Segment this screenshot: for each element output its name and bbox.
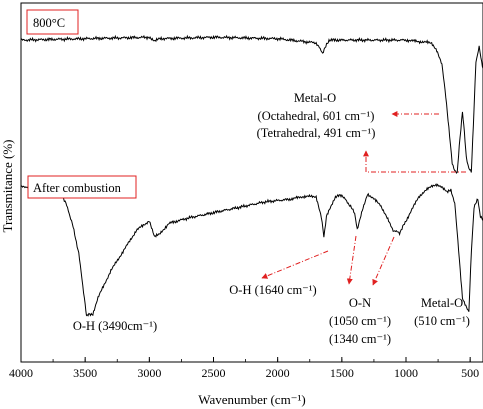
series-label-after-combustion-box bbox=[27, 175, 137, 199]
series-label-after-combustion: After combustion bbox=[27, 175, 137, 199]
annotation-arrows bbox=[261, 111, 466, 286]
arrow-on-1050 bbox=[372, 236, 395, 286]
annotation-on-1050: (1050 cm⁻¹) bbox=[329, 314, 391, 328]
x-ticks bbox=[20, 357, 471, 362]
annotation-oh-3490: O-H (3490cm⁻¹) bbox=[73, 319, 157, 333]
arrow-oh-1640 bbox=[261, 250, 329, 279]
x-tick-label: 2500 bbox=[202, 366, 226, 380]
annotation-on-title: O-N bbox=[349, 296, 371, 310]
annotation-metal-o-bottom: Metal-O bbox=[421, 296, 463, 310]
plot-frame bbox=[20, 2, 483, 363]
x-axis-title: Wavenumber (cm⁻¹) bbox=[198, 392, 306, 407]
x-tick-label: 500 bbox=[461, 366, 479, 380]
x-tick-label: 1500 bbox=[330, 366, 354, 380]
annotation-oh-1640: O-H (1640 cm⁻¹) bbox=[229, 283, 316, 297]
series-label-after-combustion-text: After combustion bbox=[33, 181, 122, 195]
x-tick-label: 2000 bbox=[266, 366, 290, 380]
annotation-metal-o-top: Metal-O bbox=[294, 91, 336, 105]
y-axis-title: Transmitance (%) bbox=[0, 139, 15, 232]
x-tick-label: 3000 bbox=[137, 366, 161, 380]
x-tick-labels: 4000 3500 3000 2500 2000 1500 1000 500 bbox=[9, 366, 479, 380]
series-label-800c: 800°C bbox=[26, 9, 79, 35]
x-tick-label: 4000 bbox=[9, 366, 33, 380]
series-label-800c-text: 800°C bbox=[33, 16, 65, 30]
annotation-on-1340: (1340 cm⁻¹) bbox=[329, 332, 391, 346]
series-line bbox=[20, 34, 483, 174]
series-line bbox=[20, 183, 483, 317]
series-label-800c-box bbox=[26, 9, 79, 35]
x-tick-label: 3500 bbox=[73, 366, 97, 380]
annotation-metal-o-510: (510 cm⁻¹) bbox=[414, 314, 470, 328]
annotation-tetrahedral: (Tetrahedral, 491 cm⁻¹) bbox=[257, 126, 376, 140]
series-lines bbox=[20, 34, 483, 317]
x-tick-label: 1000 bbox=[394, 366, 418, 380]
annotation-octahedral: (Octahedral, 601 cm⁻¹) bbox=[258, 109, 375, 123]
arrow-on-1340 bbox=[346, 235, 357, 285]
